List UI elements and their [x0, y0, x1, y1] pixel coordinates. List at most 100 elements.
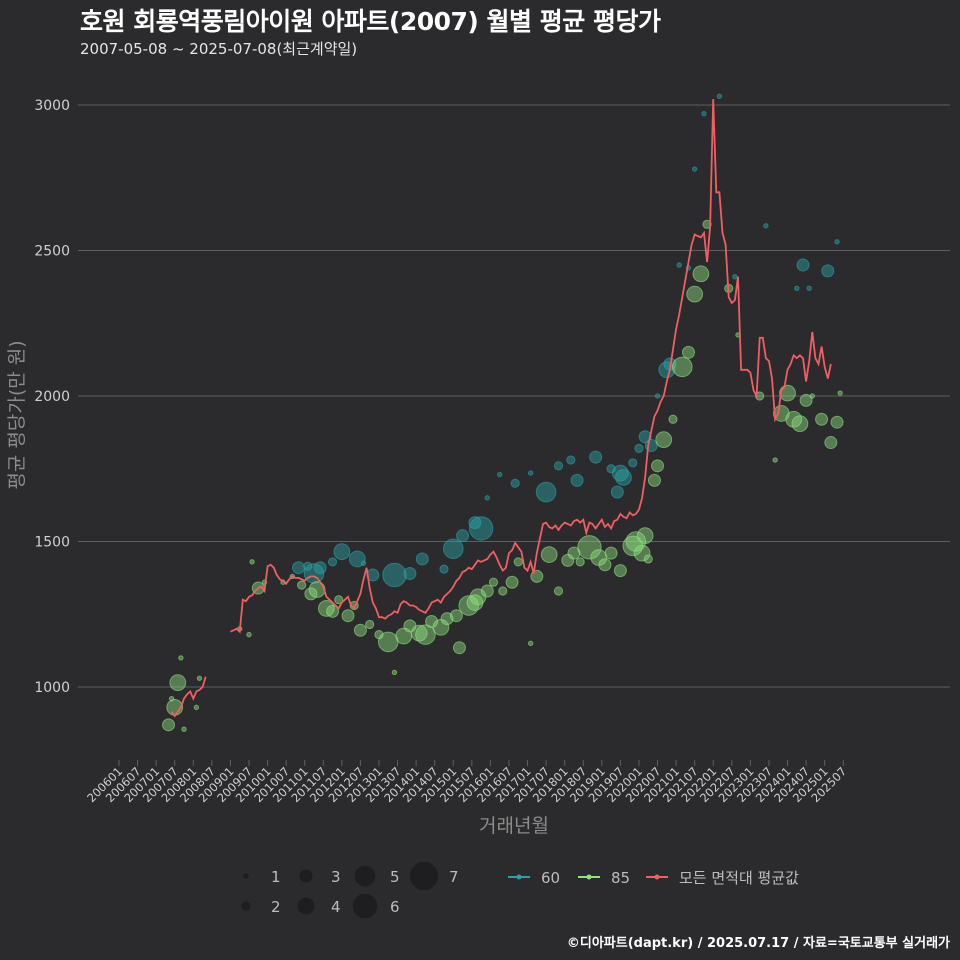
scatter-point-85 — [410, 624, 428, 642]
size-legend-marker — [241, 901, 251, 911]
series-legend-label: 60 — [541, 869, 560, 887]
scatter-point-60 — [327, 557, 338, 567]
size-legend-label: 2 — [271, 898, 281, 916]
scatter-point-60 — [676, 262, 682, 268]
scatter-point-85 — [598, 558, 612, 572]
scatter-points — [162, 93, 844, 732]
scatter-point-85 — [686, 285, 704, 303]
size-legend-marker — [243, 873, 249, 879]
scatter-point-85 — [577, 535, 602, 560]
scatter-point-60 — [628, 458, 638, 468]
scatter-point-60 — [553, 461, 564, 471]
scatter-point-60 — [510, 478, 520, 488]
y-tick-labels: 1000 1500 2000 2500 3000 — [34, 98, 70, 696]
scatter-point-60 — [382, 562, 407, 588]
series-legend-label: 85 — [611, 869, 630, 887]
scatter-point-85 — [755, 391, 765, 401]
average-line — [170, 676, 207, 718]
scatter-point-85 — [809, 393, 815, 399]
page-subtitle: 2007-05-08 ~ 2025-07-08(최근계약일) — [80, 40, 358, 58]
series-legend-marker — [586, 874, 592, 880]
y-tick-label: 1000 — [34, 680, 70, 696]
size-legend-label: 5 — [390, 868, 400, 886]
scatter-point-85 — [193, 704, 200, 711]
scatter-point-60 — [468, 516, 494, 541]
scatter-point-85 — [799, 393, 813, 407]
scatter-point-85 — [498, 586, 508, 596]
scatter-point-60 — [484, 495, 491, 501]
scatter-point-60 — [468, 516, 482, 530]
y-tick-label: 2500 — [34, 244, 70, 260]
scatter-point-60 — [834, 239, 840, 245]
scatter-point-85 — [308, 581, 326, 598]
size-legend-marker — [297, 897, 315, 915]
scatter-point-85 — [791, 415, 809, 433]
scatter-point-85 — [365, 619, 375, 630]
scatter-point-85 — [830, 415, 844, 429]
scatter-point-60 — [610, 485, 624, 499]
scatter-point-85 — [377, 631, 399, 653]
scatter-point-60 — [654, 393, 661, 399]
scatter-point-85 — [651, 459, 665, 473]
scatter-point-60 — [638, 430, 652, 444]
average-line-layer — [170, 99, 832, 718]
scatter-point-60 — [360, 560, 367, 567]
scatter-point-85 — [625, 531, 647, 552]
scatter-point-85 — [341, 609, 355, 623]
scatter-point-85 — [779, 384, 796, 402]
scatter-point-60 — [589, 450, 603, 464]
series-legend-marker — [654, 874, 660, 880]
scatter-point-85 — [633, 544, 651, 562]
scatter-point-60 — [716, 93, 723, 99]
scatter-point-85 — [668, 414, 678, 424]
scatter-point-85 — [452, 641, 466, 655]
scatter-point-85 — [643, 554, 653, 564]
size-legend-marker — [409, 861, 439, 891]
scatter-point-85 — [169, 674, 187, 692]
size-legend-label: 7 — [449, 868, 459, 886]
scatter-point-85 — [671, 356, 693, 378]
page-title: 호원 회룡역풍림아이원 아파트(2007) 월별 평균 평당가 — [80, 7, 661, 36]
size-legend-label: 6 — [390, 898, 400, 916]
scatter-point-60 — [732, 273, 738, 280]
scatter-point-85 — [636, 527, 654, 545]
size-legend-marker — [352, 893, 378, 919]
scatter-point-85 — [196, 675, 203, 681]
x-axis-title: 거래년월 — [479, 815, 549, 837]
scatter-point-85 — [655, 431, 673, 449]
scatter-point-60 — [415, 552, 429, 566]
scatter-point-85 — [815, 412, 829, 426]
y-axis-title: 평균 평당가(만 원) — [6, 340, 28, 489]
scatter-point-60 — [292, 561, 306, 575]
scatter-point-85 — [449, 609, 463, 623]
scatter-point-85 — [837, 390, 843, 396]
scatter-point-60 — [796, 258, 810, 272]
scatter-point-85 — [681, 345, 695, 359]
average-line — [230, 99, 832, 634]
scatter-point-85 — [540, 546, 558, 563]
scatter-point-60 — [763, 223, 769, 229]
scatter-point-85 — [527, 640, 534, 647]
scatter-point-85 — [772, 457, 778, 463]
series-legend-label: 모든 면적대 평균값 — [679, 869, 799, 887]
scatter-point-85 — [824, 436, 838, 450]
size-legend-marker — [354, 865, 376, 887]
scatter-point-60 — [456, 529, 470, 543]
size-legend-label: 4 — [331, 898, 341, 916]
series-legend-marker — [516, 874, 522, 880]
scatter-point-60 — [806, 285, 812, 292]
scatter-point-60 — [535, 481, 557, 503]
scatter-point-85 — [415, 624, 436, 645]
scatter-point-60 — [570, 473, 584, 487]
scatter-point-60 — [303, 563, 325, 584]
scatter-point-85 — [162, 718, 176, 732]
size-legend-label: 3 — [331, 868, 341, 886]
size-legend-label: 1 — [271, 868, 281, 886]
y-tick-label: 2000 — [34, 389, 70, 405]
scatter-point-85 — [178, 655, 184, 661]
x-tick-labels: 2006012006072007012007072008012008072009… — [84, 760, 849, 805]
scatter-point-60 — [313, 561, 327, 575]
scatter-point-60 — [566, 455, 576, 465]
scatter-point-60 — [496, 471, 503, 478]
